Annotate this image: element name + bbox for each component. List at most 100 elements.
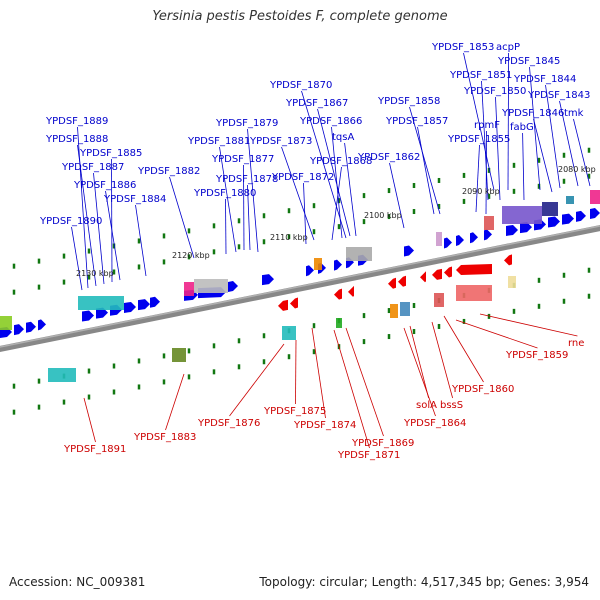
forward-gene (548, 216, 560, 228)
gene-label-reverse: YPDSF_1860 (451, 384, 514, 395)
forward-gene (444, 237, 452, 249)
forward-gene (14, 324, 24, 336)
leader-line (333, 329, 370, 449)
leader-line (573, 118, 591, 187)
cog-box-orange (314, 258, 322, 270)
forward-gene (96, 307, 108, 319)
scale-label: 2110 kbp (270, 233, 308, 242)
scale-label: 2100 kbp (364, 211, 402, 220)
scale-label: 2080 kbp (558, 165, 596, 174)
leader-line (403, 327, 436, 417)
forward-gene (262, 274, 274, 286)
gene-label-reverse: YPDSF_1891 (63, 444, 126, 455)
gene-label-reverse: solA (416, 400, 437, 411)
gene-features (0, 190, 600, 382)
leader-line (165, 373, 185, 431)
leader-line (83, 397, 96, 443)
forward-gene (82, 310, 94, 322)
cog-box-cyan (282, 326, 296, 340)
leader-line (485, 130, 487, 215)
leader-line (317, 108, 351, 237)
leader-line (545, 84, 561, 189)
forward-gene (470, 232, 478, 244)
gene-label-forward: YPDSF_1882 (137, 166, 200, 177)
leader-line (301, 90, 347, 239)
reverse-gene (432, 268, 442, 280)
leader-line (311, 327, 326, 419)
leader-line (93, 172, 105, 285)
gene-label-forward: YPDSF_1850 (463, 86, 526, 97)
cog-box-cyan (78, 296, 124, 310)
forward-gene (576, 210, 586, 222)
cog-box-salmon (434, 293, 444, 307)
reverse-gene (420, 271, 426, 283)
leader-line (169, 176, 195, 259)
gene-label-forward: YPDSF_1845 (497, 56, 560, 67)
forward-gene (150, 296, 160, 308)
gene-label-reverse: YPDSF_1883 (133, 432, 196, 443)
cog-box-orange (390, 304, 398, 318)
cog-box-grey (346, 247, 372, 261)
gene-label-forward: YPDSF_1870 (269, 80, 332, 91)
leader-line (281, 146, 315, 241)
leader-line (479, 313, 578, 337)
cog-box-cyan (48, 368, 76, 382)
leader-line (529, 66, 541, 191)
gene-label-forward: YPDSF_1877 (211, 154, 274, 165)
reverse-gene (290, 297, 298, 309)
leader-line (229, 343, 285, 417)
gene-label-forward: YPDSF_1887 (61, 162, 124, 173)
leader-line (247, 128, 259, 253)
forward-gene (306, 265, 314, 277)
leader-line (409, 325, 429, 399)
leader-line (443, 315, 484, 383)
leader-line (409, 106, 441, 215)
gene-label-reverse: YPDSF_1871 (337, 450, 400, 461)
gene-label-forward: YPDSF_1846 (501, 108, 564, 119)
forward-gene (26, 321, 36, 333)
forward-gene (228, 281, 238, 293)
genome-backbone (0, 224, 600, 353)
leader-line (417, 126, 435, 215)
gene-label-reverse: YPDSF_1859 (505, 350, 568, 361)
leader-line (71, 226, 83, 291)
gene-label-forward: YPDSF_1888 (45, 134, 108, 145)
leader-line (135, 204, 147, 277)
gene-label-forward: rpmF (474, 120, 500, 131)
gene-label-reverse: YPDSF_1874 (293, 420, 356, 431)
leader-line (111, 158, 113, 283)
gene-label-forward: YPDSF_1889 (45, 116, 108, 127)
gene-label-forward: tqsA (332, 132, 354, 143)
genome-summary: Topology: circular; Length: 4,517,345 bp… (259, 575, 589, 589)
leader-line (247, 184, 251, 251)
leader-line (344, 142, 357, 237)
gene-label-reverse: YPDSF_1876 (197, 418, 260, 429)
gene-label-forward: YPDSF_1868 (309, 156, 372, 167)
scale-labels: 2080 kbp 2090 kbp 2100 kbp 2110 kbp 2120 kbp… (76, 165, 596, 278)
forward-gene (562, 213, 574, 225)
gene-label-forward: YPDSF_1884 (103, 194, 166, 205)
gene-label-forward: acpP (496, 42, 520, 53)
leader-line (533, 118, 553, 193)
forward-gene (138, 299, 150, 311)
reverse-gene (348, 285, 354, 297)
gene-label-forward: YPDSF_1890 (39, 216, 102, 227)
reverse-gene (504, 254, 512, 266)
cog-box-purple (502, 206, 542, 224)
forward-gene (456, 235, 464, 247)
reverse-gene (334, 288, 342, 300)
leader-line (559, 100, 579, 187)
gene-label-reverse: bssS (440, 400, 463, 411)
gene-label-forward: YPDSF_1886 (73, 180, 136, 191)
leader-line (495, 96, 501, 201)
leader-line (475, 144, 480, 213)
gene-label-forward: YPDSF_1873 (249, 136, 312, 147)
leader-line (77, 126, 89, 289)
leader-line (481, 80, 489, 201)
gene-label-forward: YPDSF_1843 (527, 90, 590, 101)
cog-box-green (336, 318, 342, 328)
leader-line (105, 190, 121, 281)
forward-gene (124, 301, 136, 313)
gene-label-forward: YPDSF_1879 (215, 118, 278, 129)
